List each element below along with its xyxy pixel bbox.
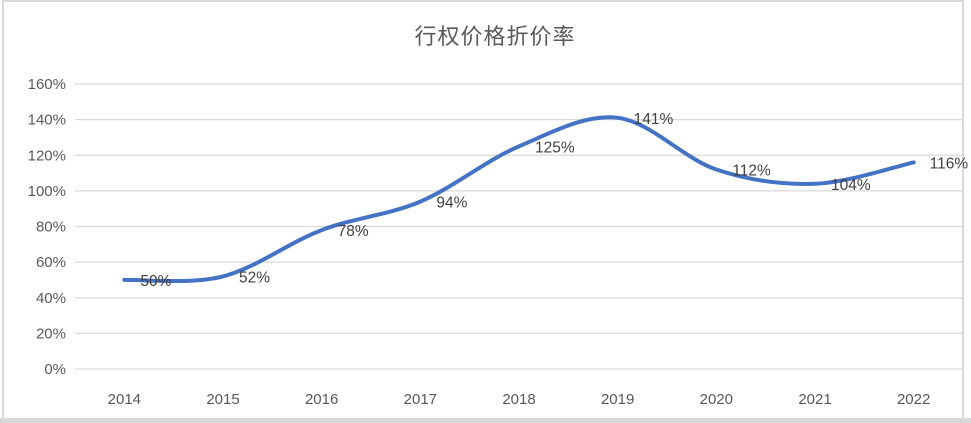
- data-label: 112%: [732, 163, 771, 180]
- chart-title: 行权价格折价率: [414, 24, 576, 49]
- chart-border-top: [2, 0, 964, 2]
- data-label: 104%: [831, 177, 871, 194]
- data-label: 94%: [436, 195, 467, 212]
- data-label: 52%: [239, 269, 270, 286]
- x-axis-tick-label: 2019: [601, 391, 634, 408]
- chart-border-bottom: [0, 418, 971, 423]
- y-axis-tick-label: 140%: [28, 112, 66, 129]
- x-axis-tick-label: 2020: [700, 391, 733, 408]
- x-axis-tick-label: 2018: [502, 391, 535, 408]
- x-axis-tick-label: 2014: [108, 391, 141, 408]
- y-axis-tick-label: 20%: [36, 325, 66, 342]
- y-axis-tick-label: 60%: [36, 254, 66, 271]
- data-label: 116%: [930, 155, 969, 172]
- data-label: 125%: [535, 139, 575, 156]
- chart-border-right: [962, 0, 964, 418]
- y-axis-tick-label: 80%: [36, 219, 66, 236]
- data-label: 78%: [338, 223, 369, 240]
- x-axis-tick-label: 2015: [206, 391, 239, 408]
- data-label: 141%: [634, 111, 674, 128]
- y-axis-tick-label: 120%: [28, 147, 66, 164]
- y-axis-tick-label: 100%: [28, 183, 66, 200]
- y-axis-tick-label: 160%: [28, 76, 66, 93]
- x-axis-tick-label: 2021: [798, 391, 831, 408]
- y-axis-tick-label: 40%: [36, 290, 66, 307]
- x-axis-tick-label: 2017: [404, 391, 437, 408]
- data-label: 50%: [140, 273, 171, 290]
- x-axis-tick-label: 2022: [897, 391, 930, 408]
- series-line: [122, 115, 916, 284]
- chart-border-left: [2, 0, 4, 418]
- x-axis-tick-label: 2016: [305, 391, 338, 408]
- y-axis-tick-label: 0%: [44, 361, 66, 378]
